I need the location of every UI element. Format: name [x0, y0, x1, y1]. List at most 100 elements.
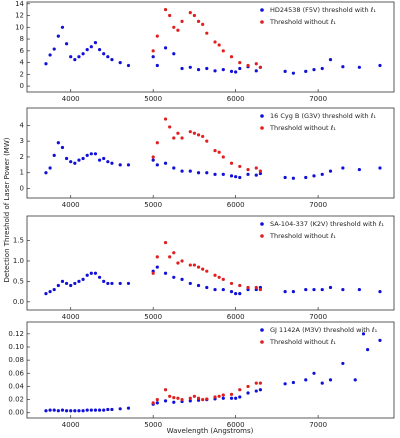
data-point — [254, 62, 258, 66]
data-point — [180, 259, 184, 263]
x-tick-label: 5000 — [144, 201, 162, 209]
data-point — [64, 281, 69, 286]
data-point — [254, 285, 258, 290]
data-point — [44, 62, 48, 66]
data-point — [192, 13, 197, 18]
data-point — [176, 28, 180, 32]
data-point — [205, 285, 209, 290]
y-tick-label: 0.10 — [8, 343, 24, 351]
data-point — [118, 407, 122, 411]
data-point — [341, 166, 345, 170]
y-tick-label: 1 — [20, 169, 24, 177]
data-point — [254, 173, 258, 177]
data-point — [52, 408, 56, 412]
plot-frame — [26, 321, 395, 419]
data-point — [188, 396, 192, 400]
x-tick-label: 4000 — [62, 201, 80, 209]
data-point — [102, 52, 106, 56]
data-point — [155, 163, 159, 167]
data-point — [217, 150, 221, 154]
y-tick-label: 2 — [20, 153, 24, 161]
y-tick-label: 8 — [20, 35, 24, 43]
x-tick-label: 4000 — [62, 313, 80, 321]
data-point — [238, 66, 242, 71]
data-point — [258, 65, 262, 69]
data-point — [320, 172, 324, 176]
legend-label: HD24538 (F5V) threshold with ℓ₁ — [270, 6, 376, 14]
data-point — [155, 141, 159, 145]
legend-marker — [260, 114, 264, 118]
data-point — [180, 136, 184, 140]
data-point — [246, 167, 250, 172]
data-point — [110, 58, 114, 62]
data-point — [176, 396, 180, 400]
y-tick-label: 3 — [20, 137, 24, 145]
data-point — [73, 161, 77, 165]
legend-marker — [260, 222, 264, 226]
data-point — [93, 40, 98, 45]
data-point — [254, 69, 258, 73]
data-point — [205, 66, 209, 71]
x-tick-label: 6000 — [227, 201, 245, 209]
data-point — [378, 290, 382, 294]
plot-frame — [26, 215, 395, 311]
data-point — [341, 287, 345, 292]
data-point — [341, 361, 345, 366]
data-point — [97, 275, 102, 279]
data-point — [172, 275, 176, 279]
legend-marker — [260, 340, 264, 344]
x-tick-label: 5000 — [144, 421, 162, 429]
legend-marker — [260, 126, 264, 130]
data-point — [110, 281, 114, 286]
data-point — [97, 48, 102, 52]
data-point — [180, 66, 184, 71]
data-point — [291, 290, 295, 294]
data-point — [213, 273, 217, 277]
data-point — [81, 52, 85, 56]
data-point — [291, 71, 295, 75]
data-point — [258, 169, 262, 173]
data-point — [151, 55, 155, 59]
data-point — [60, 145, 65, 150]
data-point — [48, 290, 52, 294]
data-point — [155, 63, 159, 68]
data-point — [188, 399, 192, 403]
data-point — [168, 255, 172, 259]
data-point — [44, 409, 48, 413]
data-point — [85, 153, 89, 157]
data-point — [234, 70, 238, 74]
data-point — [229, 392, 234, 396]
legend-label: 16 Cyg B (G3V) threshold with ℓ₁ — [270, 112, 376, 120]
data-point — [77, 409, 81, 413]
legend-label: SA-104-337 (K2V) threshold with ℓ₁ — [270, 220, 384, 228]
x-tick-label: 6000 — [227, 421, 245, 429]
x-tick-label: 7000 — [309, 201, 327, 209]
data-point — [341, 65, 345, 69]
data-point — [246, 172, 250, 176]
data-point — [254, 166, 258, 170]
data-point — [304, 378, 308, 382]
legend-label: Threshold without ℓ₁ — [269, 124, 336, 132]
data-point — [163, 399, 168, 403]
data-point — [172, 136, 176, 140]
data-point — [44, 292, 48, 296]
data-point — [52, 287, 56, 292]
data-point — [73, 409, 77, 413]
y-tick-label: 10 — [15, 23, 24, 31]
data-point — [155, 255, 159, 259]
data-point — [246, 384, 250, 389]
legend-label: GJ 1142A (M3V) threshold with ℓ₁ — [270, 326, 378, 334]
data-point — [205, 171, 209, 175]
y-tick-label: 14 — [15, 0, 24, 8]
data-point — [205, 397, 209, 401]
data-point — [201, 397, 205, 402]
data-point — [151, 401, 155, 405]
data-point — [81, 156, 85, 161]
data-point — [196, 171, 201, 175]
data-point — [64, 156, 69, 161]
data-point — [44, 171, 48, 175]
data-point — [163, 388, 168, 392]
data-point — [163, 240, 168, 245]
data-point — [238, 175, 242, 180]
